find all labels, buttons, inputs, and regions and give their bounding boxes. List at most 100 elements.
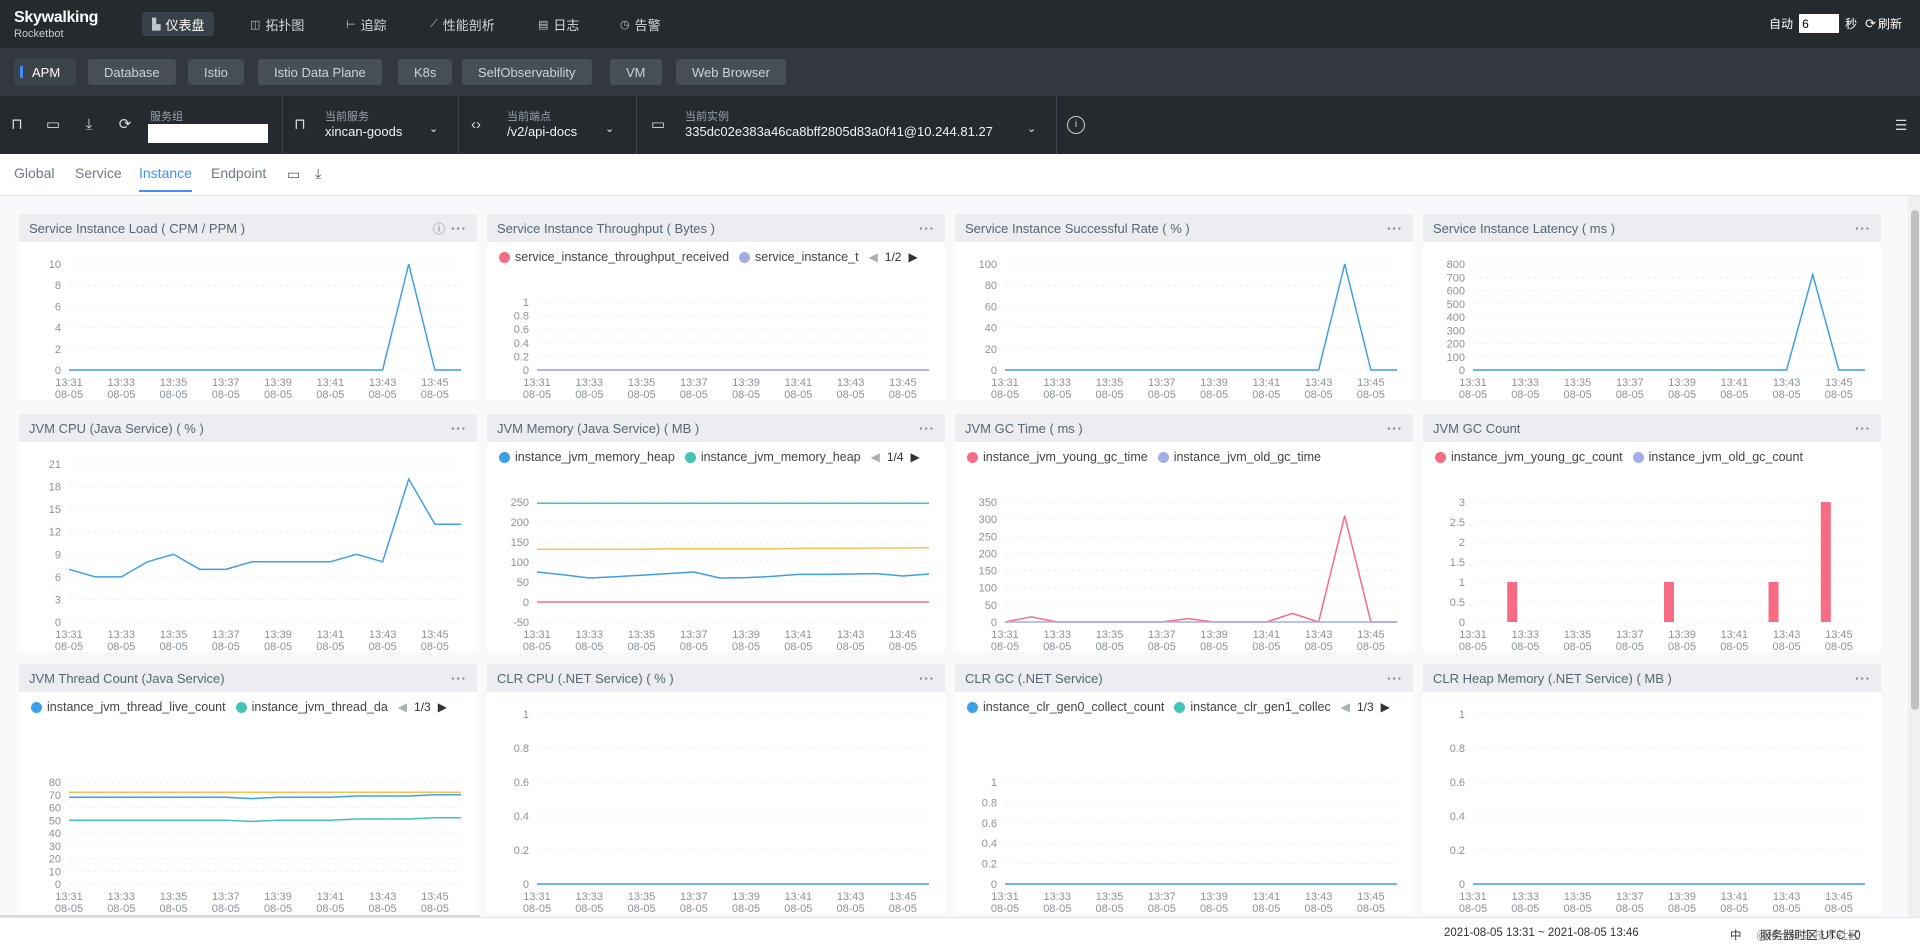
legend-item[interactable]: instance_jvm_young_gc_count <box>1435 450 1623 464</box>
legend-next-icon[interactable]: ▶ <box>908 250 918 264</box>
x-tick-date: 08-05 <box>784 641 812 652</box>
nav-item-3[interactable]: ⟋ 性能剖析 <box>420 12 505 36</box>
info-button[interactable]: i <box>1056 96 1096 154</box>
layer-tab-istio[interactable]: Istio <box>188 59 244 85</box>
horizontal-scrollbar[interactable] <box>0 915 480 918</box>
layer-tab-selfobservability[interactable]: SelfObservability <box>462 59 592 85</box>
legend-item[interactable]: instance_jvm_old_gc_count <box>1632 450 1803 464</box>
series-line[interactable] <box>1004 515 1397 623</box>
bar[interactable] <box>1768 582 1779 622</box>
legend-item[interactable]: instance_jvm_thread_da <box>235 700 388 714</box>
time-range[interactable]: 2021-08-05 13:31 ~ 2021-08-05 13:46 <box>1444 927 1639 939</box>
legend-item[interactable]: instance_jvm_old_gc_time <box>1157 450 1321 464</box>
series-line[interactable] <box>69 263 461 371</box>
lock-icon[interactable]: ⊓ <box>11 116 23 133</box>
y-tick-label: 6 <box>55 301 61 313</box>
export-icon[interactable]: ⤓ <box>315 165 322 181</box>
service-group-selector[interactable]: 服务组 <box>138 96 278 154</box>
legend-item[interactable]: instance_jvm_memory_heap <box>684 450 861 464</box>
service-selector[interactable]: ⊓ 当前服务 xincan-goods ⌄ <box>282 96 452 154</box>
trace-icon: ⊢ <box>346 18 356 31</box>
series-line[interactable] <box>1005 263 1397 371</box>
refresh-button[interactable]: ⟳ 刷新 <box>1865 15 1902 32</box>
service-group-input[interactable] <box>148 124 268 143</box>
legend-prev-icon[interactable]: ◀ <box>1340 700 1350 714</box>
legend-item[interactable]: instance_clr_gen1_collec <box>1174 700 1331 714</box>
nav-item-2[interactable]: ⊢ 追踪 <box>336 12 397 36</box>
vertical-scrollbar[interactable] <box>1908 196 1920 917</box>
collapse-panel-icon[interactable]: ☰ <box>1894 117 1908 133</box>
layer-tab-apm[interactable]: APM <box>14 59 77 85</box>
series-line[interactable] <box>537 546 930 550</box>
more-options-icon[interactable]: ··· <box>1387 420 1403 436</box>
legend-prev-icon[interactable]: ◀ <box>870 450 880 464</box>
legend-prev-icon[interactable]: ◀ <box>868 250 878 264</box>
more-options-icon[interactable]: ··· <box>451 220 467 236</box>
more-options-icon[interactable]: ··· <box>451 420 467 436</box>
bar[interactable] <box>1820 502 1831 622</box>
folder-open-icon[interactable]: ▭ <box>287 166 301 182</box>
y-tick-label: 300 <box>979 514 997 526</box>
legend-item[interactable]: instance_jvm_young_gc_time <box>967 450 1148 464</box>
series-line[interactable] <box>536 571 930 579</box>
layer-tab-k8s[interactable]: K8s <box>398 59 453 85</box>
auto-interval-input[interactable] <box>1799 14 1840 33</box>
layer-tab-istio-data-plane[interactable]: Istio Data Plane <box>258 59 382 85</box>
download-icon[interactable]: ⤓ <box>85 116 93 133</box>
dashboard-tab-service[interactable]: Service <box>75 165 122 181</box>
nav-item-4[interactable]: ▤ 日志 <box>528 12 589 36</box>
brand-name: Skywalking <box>14 9 99 26</box>
dashboard-tab-endpoint[interactable]: Endpoint <box>211 165 267 181</box>
series-line[interactable] <box>1473 271 1865 371</box>
series-line[interactable] <box>69 794 461 800</box>
legend-item[interactable]: instance_jvm_memory_heap <box>499 450 675 464</box>
more-options-icon[interactable]: ··· <box>919 670 935 686</box>
series-line[interactable] <box>69 816 461 823</box>
reload-icon[interactable]: ⟳ <box>118 116 132 133</box>
series-line[interactable] <box>68 477 461 578</box>
legend-item[interactable]: service_instance_t <box>739 250 859 264</box>
nav-item-5[interactable]: ◷ 告警 <box>610 12 671 36</box>
auto-label: 自动 <box>1769 17 1794 31</box>
more-options-icon[interactable]: ··· <box>1855 670 1871 686</box>
info-icon[interactable]: ⓘ <box>432 221 445 236</box>
layer-tab-web-browser[interactable]: Web Browser <box>676 59 786 85</box>
x-tick-label: 13:31 <box>55 629 83 641</box>
legend-marker <box>1632 451 1644 463</box>
more-options-icon[interactable]: ··· <box>1387 670 1403 686</box>
legend-item[interactable]: service_instance_throughput_received <box>499 250 729 264</box>
app-logo[interactable]: Skywalking Rocketbot <box>14 10 98 40</box>
chevron-down-icon: ⌄ <box>1027 123 1037 135</box>
more-options-icon[interactable]: ··· <box>1387 220 1403 236</box>
more-options-icon[interactable]: ··· <box>451 670 467 686</box>
bar[interactable] <box>1664 582 1674 622</box>
legend-prev-icon[interactable]: ◀ <box>397 700 408 714</box>
panel-title: JVM CPU (Java Service) ( % ) <box>29 420 204 436</box>
y-tick-label: -50 <box>513 617 529 629</box>
more-options-icon[interactable]: ··· <box>1855 420 1871 436</box>
endpoint-selector[interactable]: ‹› 当前端点 /v2/api-docs ⌄ <box>458 96 634 154</box>
legend-item[interactable]: instance_jvm_thread_live_count <box>31 700 226 714</box>
nav-item-1[interactable]: ◫ 拓扑图 <box>240 12 314 36</box>
nav-item-0[interactable]: ▙ 仪表盘 <box>142 12 215 36</box>
language-toggle[interactable]: 中 <box>1730 930 1742 942</box>
more-options-icon[interactable]: ··· <box>919 220 935 236</box>
scrollbar-thumb[interactable] <box>1911 210 1919 710</box>
folder-icon[interactable]: ▭ <box>45 116 61 133</box>
dashboard-tab-instance[interactable]: Instance <box>139 165 192 192</box>
layer-tab-vm[interactable]: VM <box>610 59 662 85</box>
more-options-icon[interactable]: ··· <box>1855 220 1871 236</box>
nav-label: 日志 <box>553 17 580 33</box>
legend-item[interactable]: instance_clr_gen0_collect_count <box>967 700 1164 714</box>
x-tick-date: 08-05 <box>316 389 344 400</box>
legend-next-icon[interactable]: ▶ <box>1380 700 1390 714</box>
dashboard-toolbar: ⊓ ▭ ⤓ ⟳ 服务组 ⊓ 当前服务 xincan-goods ⌄ ‹› 当前端… <box>0 96 1920 154</box>
dashboard-tab-global[interactable]: Global <box>14 165 55 181</box>
instance-selector[interactable]: ▭ 当前实例 335dc02e383a46ca8bff2805d83a0f41@… <box>636 96 1054 154</box>
legend-next-icon[interactable]: ▶ <box>437 700 447 714</box>
legend-next-icon[interactable]: ▶ <box>910 450 920 464</box>
layer-tab-database[interactable]: Database <box>88 59 176 85</box>
bar[interactable] <box>1507 582 1518 622</box>
x-tick-label: 13:33 <box>576 891 604 903</box>
more-options-icon[interactable]: ··· <box>919 420 935 436</box>
